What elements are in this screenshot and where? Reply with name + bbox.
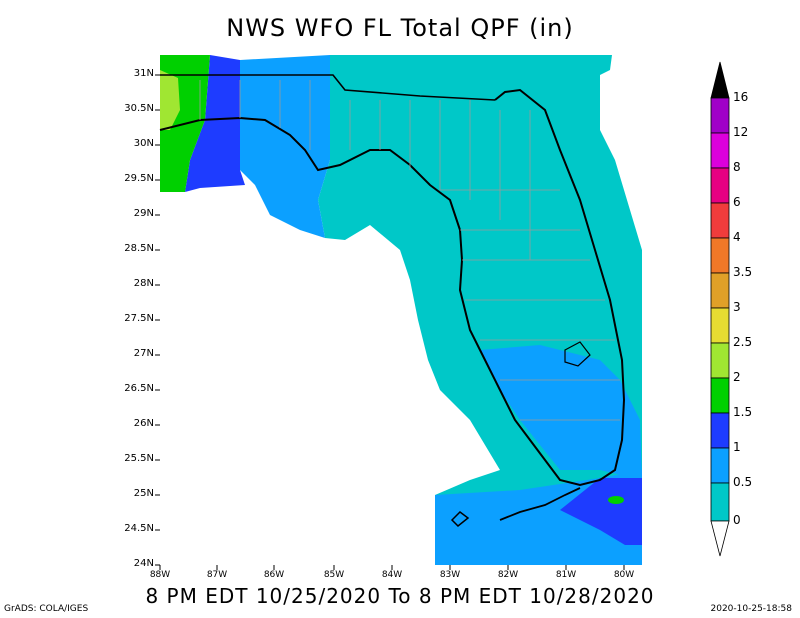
lake-okeechobee [564,341,591,367]
scale-label: 12 [733,125,749,139]
lon-label: 82W [497,570,519,580]
lon-label: 88W [149,570,171,580]
scale-label: 2.5 [733,335,753,349]
color-scale-bar [710,61,730,557]
lon-label: 80W [613,570,635,580]
lon-label: 83W [439,570,461,580]
axis-ticks [155,74,625,570]
lat-label: 26.5N [124,383,154,394]
county-lines [199,80,620,421]
scale-label: 3.5 [733,265,753,279]
scale-label: 1.5 [733,405,753,419]
scale-label: 0 [733,513,741,527]
lat-label: 27.5N [124,313,154,324]
lat-label: 24N [133,558,154,569]
lat-label: 29N [133,208,154,219]
lat-label: 30N [133,138,154,149]
coastline [159,74,626,528]
lat-label: 28.5N [124,243,154,254]
field-blue-west [185,55,245,192]
lat-label: 31N [133,68,154,79]
field-lightblue-south [480,345,642,480]
lat-label: 26N [133,418,154,429]
scale-label: 4 [733,230,741,244]
grads-credit: GrADS: COLA/IGES [4,604,89,614]
lat-label: 30.5N [124,103,154,114]
lat-label: 25N [133,488,154,499]
map-title: NWS WFO FL Total QPF (in) [226,14,574,42]
lon-label: 84W [381,570,403,580]
lat-label: 25.5N [124,453,154,464]
field-lightgreen-west [160,70,180,130]
lat-label: 28N [133,278,154,289]
valid-time-range: 8 PM EDT 10/25/2020 To 8 PM EDT 10/28/20… [145,584,655,608]
scale-top-arrow [710,61,730,99]
scale-label: 1 [733,440,741,454]
scale-label: 8 [733,160,741,174]
lon-label: 81W [555,570,577,580]
scale-label: 3 [733,300,741,314]
scale-bottom-arrow [710,520,730,557]
field-blue-keys [560,478,642,545]
lat-label: 24.5N [124,523,154,534]
generation-timestamp: 2020-10-25-18:58 [710,604,793,614]
field-lightblue-west [240,55,330,238]
lon-label: 86W [263,570,285,580]
scale-label: 16 [733,90,749,104]
scale-label: 6 [733,195,741,209]
lon-label: 85W [323,570,345,580]
precip-field [160,55,642,565]
scale-label: 0.5 [733,475,753,489]
lon-label: 87W [206,570,228,580]
scale-label: 2 [733,370,741,384]
field-green-spot [608,496,624,504]
lat-label: 29.5N [124,173,154,184]
lat-label: 27N [133,348,154,359]
